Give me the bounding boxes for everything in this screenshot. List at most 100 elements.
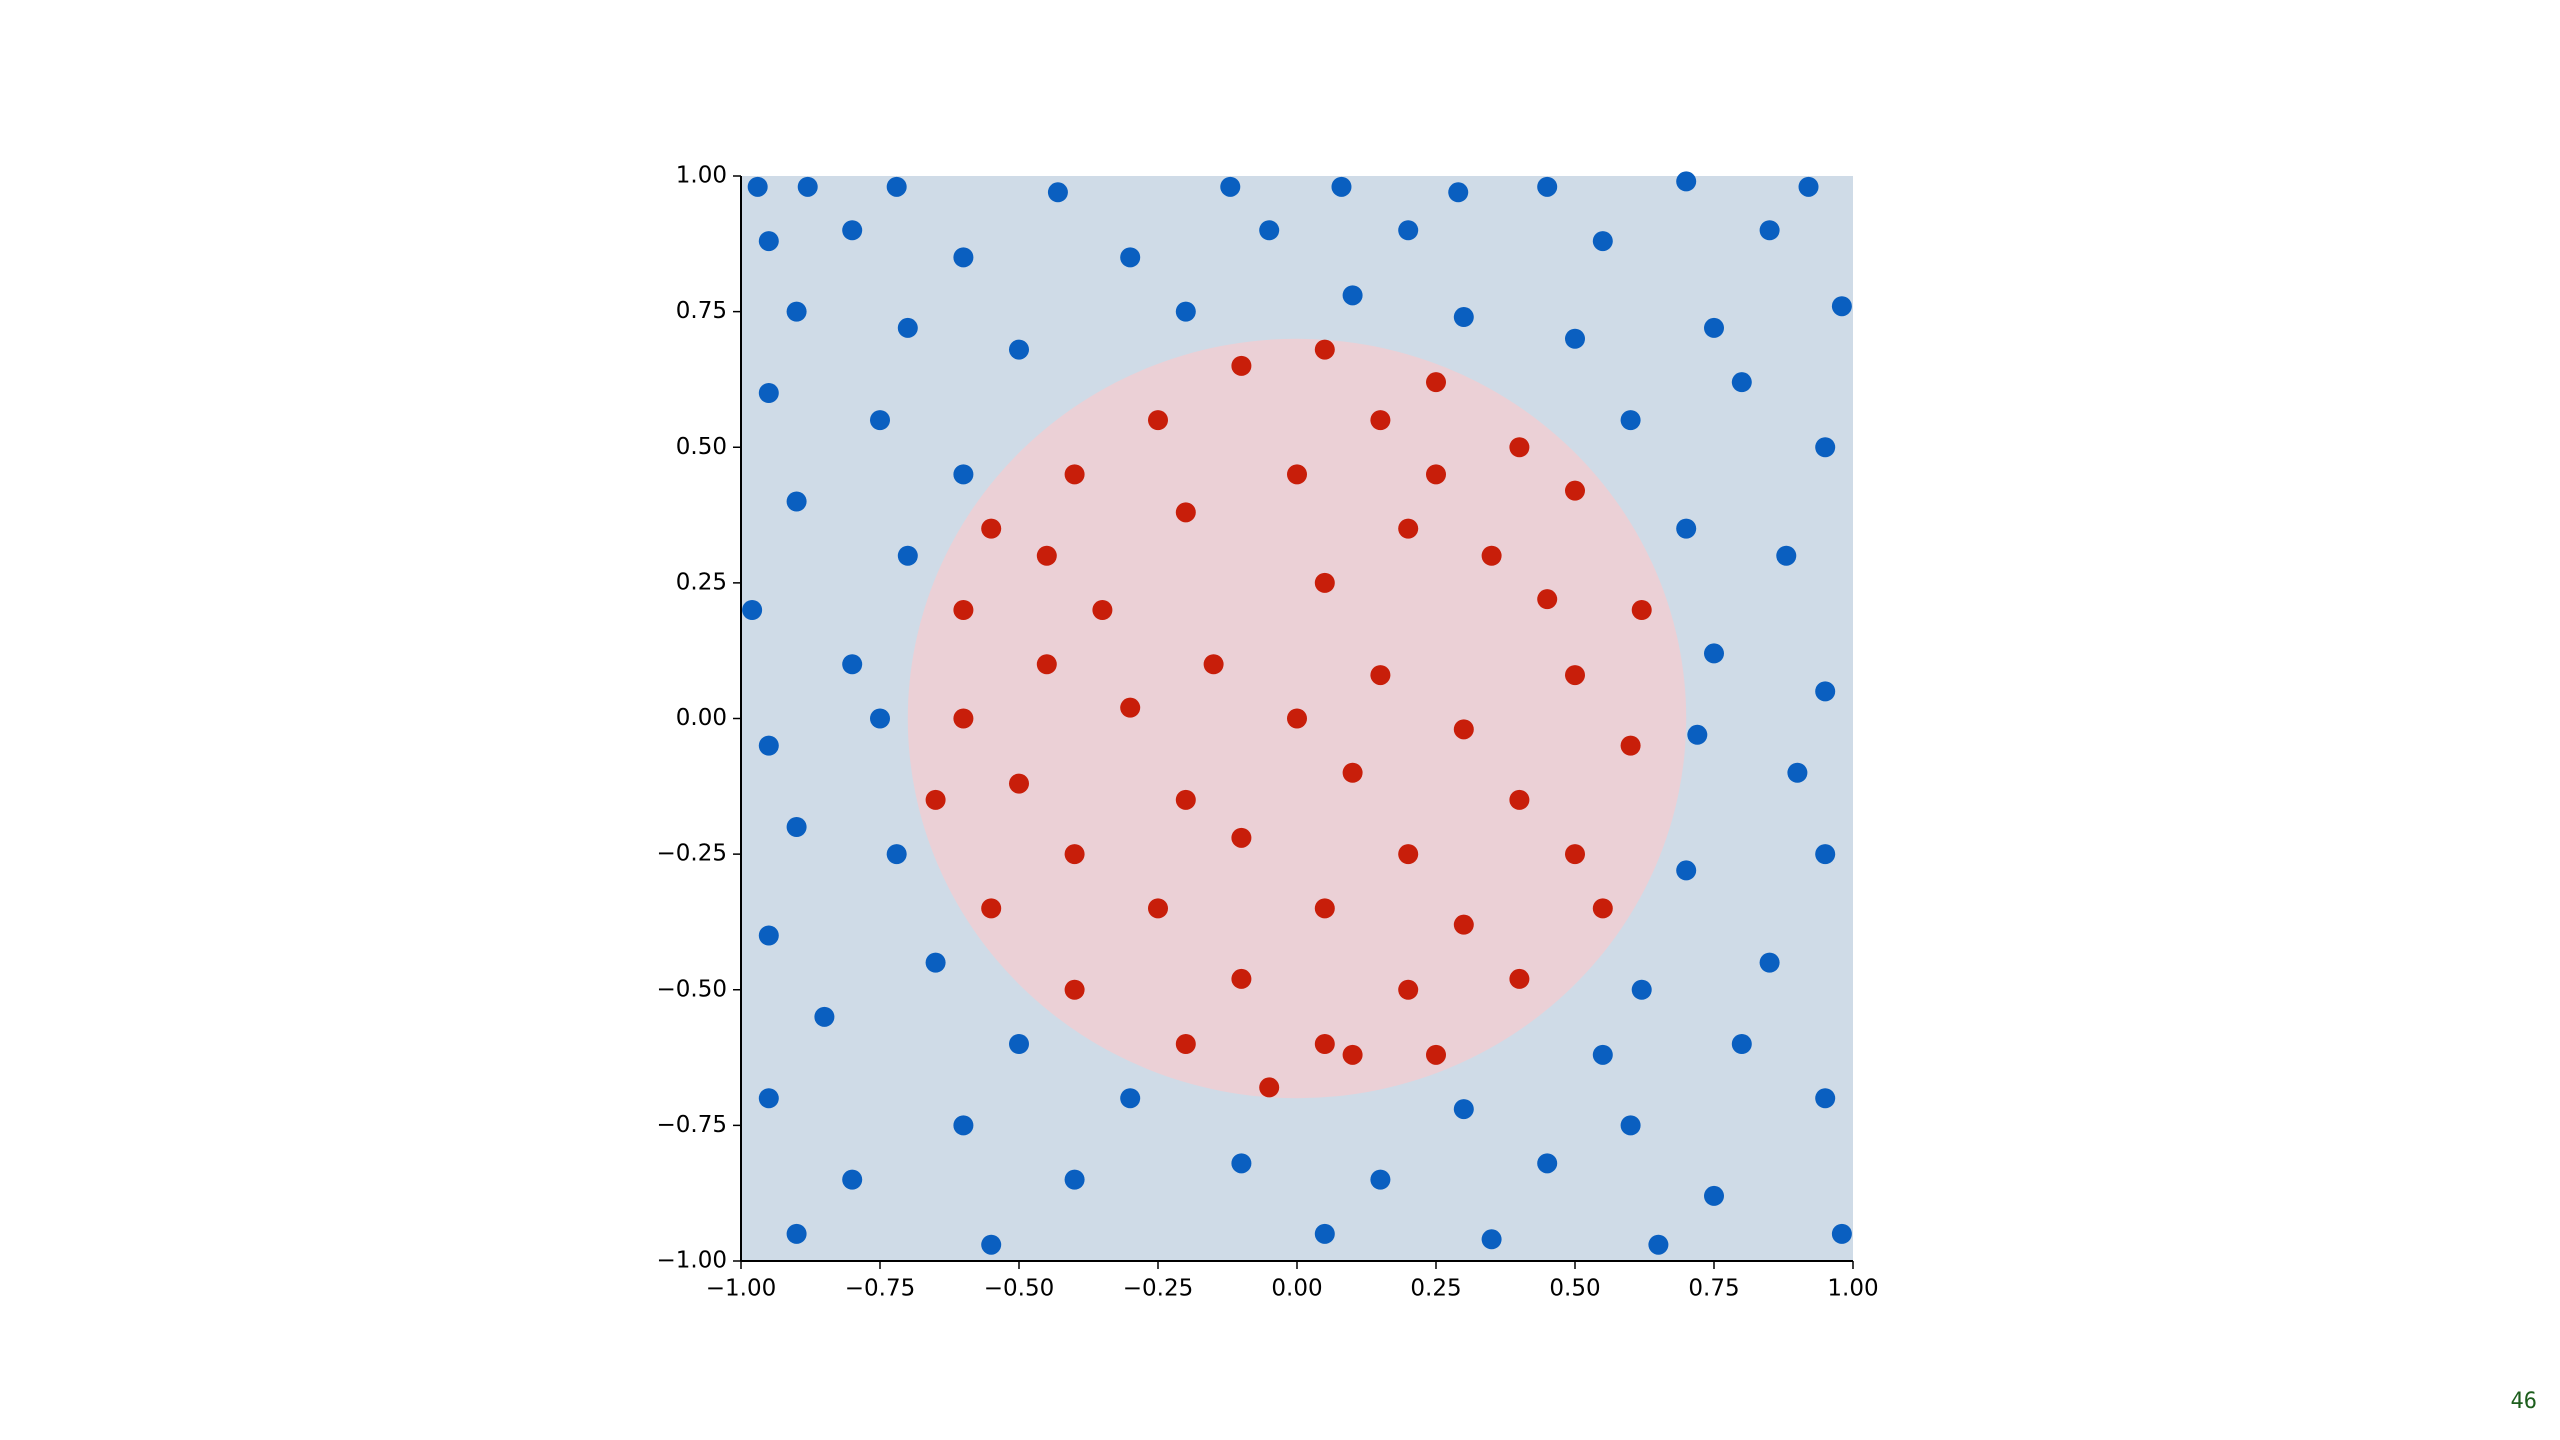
point: [1453, 1099, 1474, 1120]
x-tick-label: −0.25: [1123, 1276, 1193, 1302]
point: [1565, 844, 1585, 865]
point: [1314, 572, 1335, 593]
point: [981, 518, 1002, 539]
point: [1759, 220, 1780, 241]
point: [1565, 480, 1585, 501]
point: [1448, 182, 1469, 203]
point: [1064, 844, 1085, 865]
y-tick-label: −0.25: [657, 841, 727, 867]
point: [1259, 1077, 1280, 1098]
point: [1092, 600, 1113, 620]
point: [1453, 914, 1474, 935]
point: [1537, 176, 1558, 197]
x-tick-label: 1.00: [1827, 1276, 1878, 1302]
point: [1342, 1044, 1363, 1065]
point: [1798, 176, 1819, 197]
point: [1314, 898, 1335, 919]
point: [1815, 844, 1836, 865]
point: [925, 952, 946, 973]
point: [1175, 789, 1196, 810]
y-tick-label: 0.00: [676, 705, 727, 731]
point: [1009, 339, 1029, 360]
point: [981, 898, 1002, 919]
point: [1648, 1234, 1669, 1255]
point: [1815, 1088, 1836, 1109]
page-number: 46: [2511, 1389, 2538, 1414]
point: [1592, 231, 1613, 252]
point: [1220, 176, 1241, 197]
point: [786, 491, 807, 512]
point: [1453, 307, 1474, 328]
point: [1676, 860, 1697, 881]
point: [1704, 1185, 1724, 1206]
point: [1676, 518, 1697, 539]
point: [897, 545, 918, 566]
point: [1509, 789, 1530, 810]
point: [1776, 545, 1797, 566]
point: [1314, 1223, 1335, 1244]
point: [1631, 600, 1652, 620]
point: [1064, 464, 1085, 485]
point: [1148, 898, 1168, 919]
point: [747, 176, 768, 197]
point: [1175, 502, 1196, 523]
point: [1759, 952, 1780, 973]
point: [797, 176, 818, 197]
point: [1426, 372, 1446, 393]
x-tick-label: 0.75: [1688, 1276, 1739, 1302]
point: [1426, 464, 1446, 485]
point: [1398, 518, 1419, 539]
point: [1592, 1044, 1613, 1065]
point: [1592, 898, 1613, 919]
point: [1831, 1223, 1852, 1244]
y-tick-label: 0.25: [676, 569, 727, 595]
point: [1620, 410, 1641, 431]
point: [1815, 437, 1836, 458]
y-tick-label: 1.00: [676, 163, 727, 189]
point: [1565, 328, 1585, 349]
point: [1731, 1034, 1752, 1054]
point: [814, 1006, 835, 1027]
point: [870, 410, 890, 431]
point: [1537, 1153, 1558, 1174]
point: [786, 301, 807, 322]
point: [758, 231, 779, 252]
point: [1314, 339, 1335, 360]
point: [1676, 171, 1697, 192]
y-tick-label: 0.75: [676, 298, 727, 324]
point: [1064, 979, 1085, 1000]
x-tick-label: −0.75: [845, 1276, 915, 1302]
point: [953, 464, 974, 485]
point: [758, 1088, 779, 1109]
y-tick-label: −1.00: [657, 1248, 727, 1274]
point: [1342, 762, 1363, 783]
point: [786, 817, 807, 837]
y-tick-label: 0.50: [676, 434, 727, 460]
point: [786, 1223, 807, 1244]
point: [870, 708, 890, 729]
point: [1831, 296, 1852, 317]
point: [1620, 735, 1641, 756]
point: [1175, 301, 1196, 322]
point: [1148, 410, 1168, 431]
point: [1231, 355, 1252, 376]
point: [1231, 827, 1252, 848]
point: [758, 735, 779, 756]
y-tick-label: −0.75: [657, 1112, 727, 1138]
point: [842, 654, 863, 675]
y-tick-label: −0.50: [657, 976, 727, 1002]
point: [925, 789, 946, 810]
x-tick-label: 0.50: [1549, 1276, 1600, 1302]
point: [1537, 589, 1558, 610]
point: [1565, 665, 1585, 686]
point: [1259, 220, 1280, 241]
point: [1175, 1034, 1196, 1054]
point: [1398, 979, 1419, 1000]
point: [1687, 724, 1708, 745]
point: [1509, 437, 1530, 458]
point: [1231, 1153, 1252, 1174]
point: [1481, 1229, 1502, 1250]
point: [1009, 773, 1029, 794]
point: [1120, 697, 1141, 718]
